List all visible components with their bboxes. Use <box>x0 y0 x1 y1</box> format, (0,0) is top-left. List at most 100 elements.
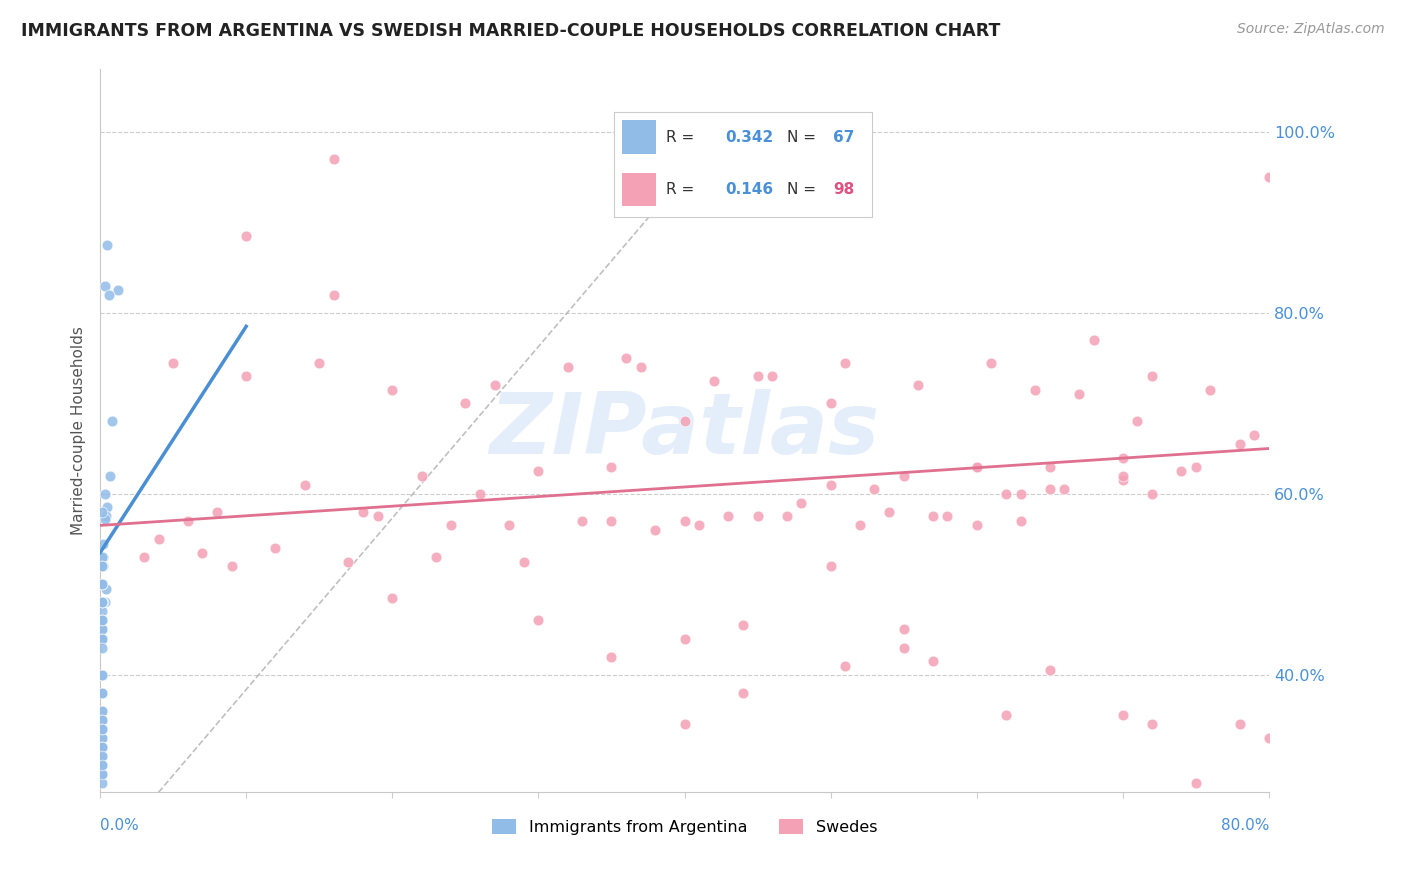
Point <box>411 468 433 483</box>
Point <box>162 355 184 369</box>
Point <box>849 518 872 533</box>
Point <box>1199 383 1222 397</box>
Point <box>644 523 666 537</box>
Point <box>221 559 243 574</box>
Point <box>90 595 112 609</box>
Point <box>90 614 112 628</box>
Point <box>90 740 112 755</box>
Point <box>1039 482 1062 496</box>
Point <box>600 514 623 528</box>
Point <box>93 595 115 609</box>
Point <box>1039 459 1062 474</box>
Point <box>425 550 447 565</box>
Point <box>90 614 112 628</box>
Point <box>90 595 112 609</box>
Point <box>557 360 579 375</box>
Point <box>994 487 1017 501</box>
Point <box>90 667 112 681</box>
Point <box>90 704 112 718</box>
Point <box>90 758 112 772</box>
Point <box>834 355 856 369</box>
Point <box>381 383 404 397</box>
Point <box>235 369 257 384</box>
Text: 0.0%: 0.0% <box>100 818 139 832</box>
Point <box>921 654 943 668</box>
Point <box>191 545 214 559</box>
Point <box>90 559 112 574</box>
Point <box>820 559 842 574</box>
Point <box>498 518 520 533</box>
Point <box>1010 487 1032 501</box>
Point <box>1185 776 1208 790</box>
Point <box>688 518 710 533</box>
Point <box>747 369 769 384</box>
Point <box>90 722 112 736</box>
Point <box>90 632 112 646</box>
Point <box>91 559 114 574</box>
Point <box>90 577 112 591</box>
Point <box>863 482 886 496</box>
Point <box>90 595 112 609</box>
Point <box>90 686 112 700</box>
Point <box>673 514 696 528</box>
Point <box>673 414 696 428</box>
Point <box>790 496 813 510</box>
Point <box>90 559 112 574</box>
Point <box>90 740 112 755</box>
Point <box>367 509 389 524</box>
Point <box>90 577 112 591</box>
Point <box>90 776 112 790</box>
Point <box>90 623 112 637</box>
Point <box>877 505 900 519</box>
Point <box>1126 414 1149 428</box>
Point <box>1257 731 1279 745</box>
Y-axis label: Married-couple Households: Married-couple Households <box>72 326 86 535</box>
Point <box>1243 428 1265 442</box>
Point <box>527 614 550 628</box>
Point <box>94 582 117 596</box>
Point <box>936 509 959 524</box>
Point <box>513 555 536 569</box>
Point <box>966 518 988 533</box>
Point <box>90 722 112 736</box>
Point <box>93 278 115 293</box>
Point <box>600 649 623 664</box>
Point <box>90 667 112 681</box>
Point <box>94 509 117 524</box>
Point <box>1229 717 1251 731</box>
Point <box>673 717 696 731</box>
Point <box>1010 514 1032 528</box>
Point <box>93 487 115 501</box>
Point <box>527 464 550 478</box>
Point <box>90 749 112 764</box>
Point <box>132 550 155 565</box>
Point <box>484 378 506 392</box>
Point <box>90 740 112 755</box>
Point <box>90 614 112 628</box>
Point <box>776 509 799 524</box>
Point <box>90 577 112 591</box>
Point <box>235 228 257 243</box>
Point <box>1229 437 1251 451</box>
Point <box>1024 383 1046 397</box>
Point <box>352 505 374 519</box>
Point <box>96 500 118 515</box>
Point <box>731 618 754 632</box>
Point <box>571 514 593 528</box>
Point <box>1112 708 1135 723</box>
Point <box>91 536 114 550</box>
Point <box>91 550 114 565</box>
Text: 80.0%: 80.0% <box>1220 818 1268 832</box>
Point <box>91 595 114 609</box>
Point <box>322 287 344 301</box>
Point <box>91 559 114 574</box>
Point <box>90 614 112 628</box>
Point <box>468 487 491 501</box>
Point <box>834 658 856 673</box>
Point <box>90 505 112 519</box>
Point <box>90 686 112 700</box>
Point <box>1067 387 1090 401</box>
Point <box>205 505 228 519</box>
Point <box>107 283 129 297</box>
Point <box>731 686 754 700</box>
